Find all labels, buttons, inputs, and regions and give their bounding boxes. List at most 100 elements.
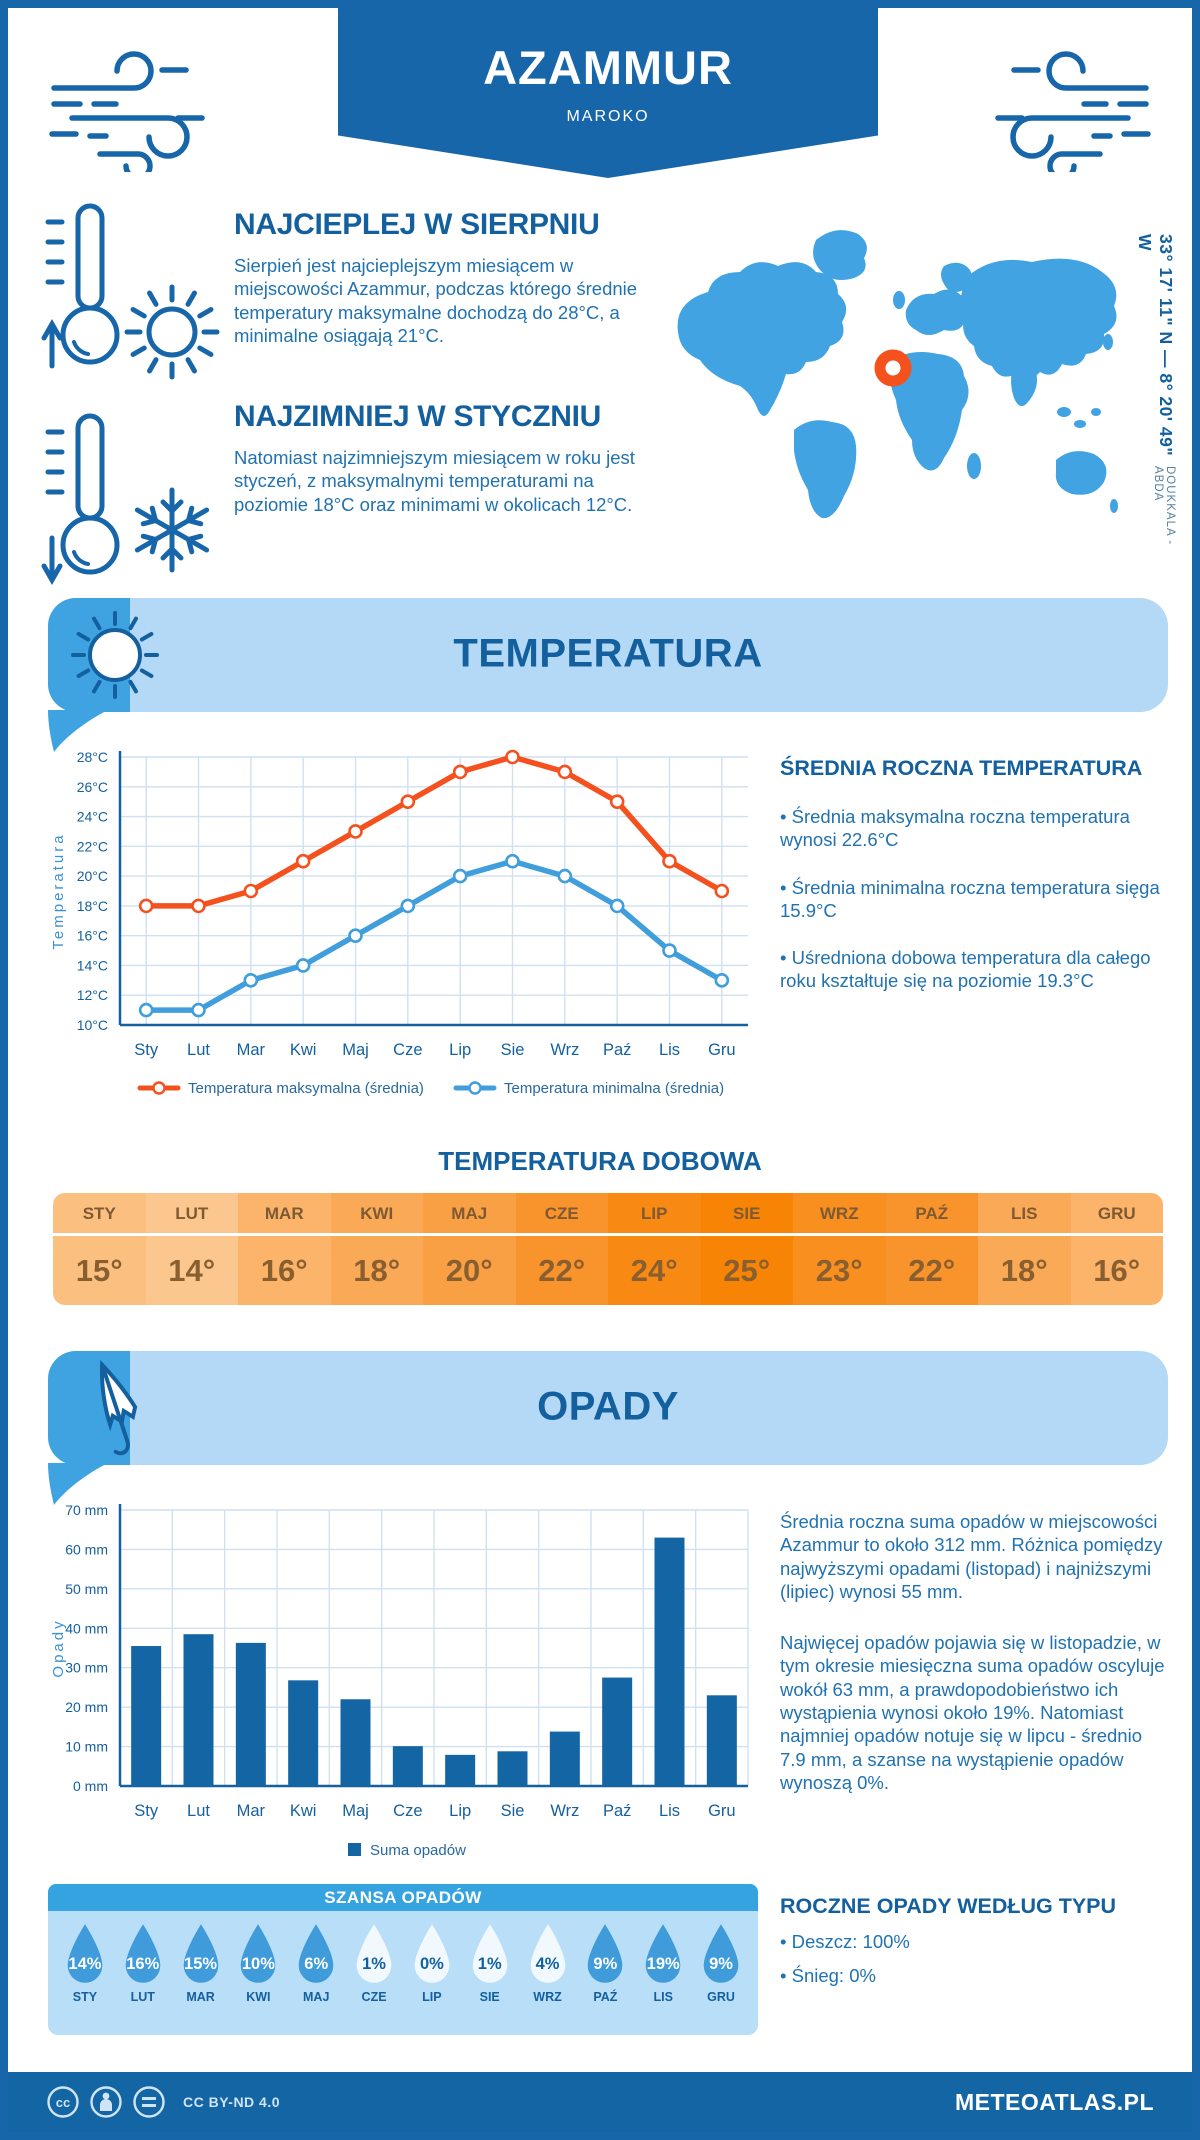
daily-month-label: PAŹ	[915, 1204, 949, 1223]
svg-text:Kwi: Kwi	[290, 1802, 317, 1820]
chance-drop-item: 9% GRU	[692, 1922, 750, 2029]
chance-month-label: LIP	[422, 1990, 442, 2004]
sun-icon	[71, 611, 159, 699]
daily-temp-value: 20°	[423, 1233, 516, 1305]
daily-temp-cell: SIE 25°	[700, 1193, 793, 1305]
chance-heading: SZANSA OPADÓW	[48, 1884, 758, 1911]
chance-value: 19%	[646, 1955, 680, 1973]
warmest-highlight: NAJCIEPLEJ W SIERPNIU Sierpień jest najc…	[234, 208, 666, 347]
daily-temp-value: 22°	[885, 1233, 978, 1305]
snowflake-icon	[134, 487, 210, 573]
svg-text:Temperatura minimalna (średnia: Temperatura minimalna (średnia)	[504, 1080, 724, 1097]
daily-month-label: LIP	[641, 1204, 668, 1223]
svg-text:Lip: Lip	[449, 1041, 471, 1059]
svg-text:Wrz: Wrz	[550, 1802, 579, 1820]
wind-icon	[49, 51, 205, 172]
chance-month-label: SIE	[479, 1990, 500, 2004]
annual-temperature-heading: ŚREDNIA ROCZNA TEMPERATURA	[780, 756, 1143, 780]
daily-temp-cell: LIS 18°	[978, 1193, 1071, 1305]
daily-temp-cell: KWI 18°	[330, 1193, 423, 1305]
svg-text:Maj: Maj	[342, 1041, 369, 1059]
daily-month-label: SIE	[733, 1204, 761, 1223]
chance-month-label: MAR	[186, 1990, 215, 2004]
svg-text:0 mm: 0 mm	[73, 1778, 108, 1794]
temperature-banner-title: TEMPERATURA	[453, 631, 763, 676]
daily-month-label: STY	[82, 1204, 116, 1223]
chance-drop-item: 16% LUT	[114, 1922, 172, 2029]
daily-temperature-heading: TEMPERATURA DOBOWA	[438, 1146, 762, 1176]
coldest-icons	[38, 406, 238, 606]
raindrop-icon: 14%	[61, 1922, 109, 1986]
svg-text:cc: cc	[56, 2095, 70, 2110]
svg-text:Opady: Opady	[50, 1618, 67, 1677]
daily-month-label: WRZ	[819, 1204, 859, 1223]
precipitation-paragraph: Najwięcej opadów pojawia się w listopadz…	[780, 1632, 1165, 1793]
page-subtitle: MAROKO	[566, 108, 650, 125]
svg-text:16°C: 16°C	[77, 928, 108, 944]
map-coordinates: 33° 17' 11" N — 8° 20' 49" W DOUKKALA - …	[1134, 234, 1176, 574]
license-label: CC BY-ND 4.0	[183, 2094, 281, 2110]
daily-temp-cell: LIP 24°	[608, 1193, 701, 1305]
page-title: AZAMMUR	[483, 41, 733, 94]
coldest-heading: NAJZIMNIEJ W STYCZNIU	[234, 400, 602, 433]
svg-text:10°C: 10°C	[77, 1017, 108, 1033]
svg-text:Maj: Maj	[342, 1802, 369, 1820]
chance-drop-item: 9% PAŹ	[576, 1922, 634, 2029]
raindrop-icon: 1%	[350, 1922, 398, 1986]
chance-value: 15%	[184, 1955, 218, 1973]
temperature-chart: 10°C 12°C 14°C 16°C 18°C 20°C 22°C 24°C 26°C 28°C…	[48, 741, 758, 1108]
daily-temp-cell: MAJ 20°	[423, 1193, 516, 1305]
chance-drop-item: 0% LIP	[403, 1922, 461, 2029]
daily-temp-cell: LUT 14°	[145, 1193, 238, 1305]
svg-text:50 mm: 50 mm	[65, 1581, 108, 1597]
svg-text:22°C: 22°C	[77, 838, 108, 854]
raindrop-icon: 0%	[408, 1922, 456, 1986]
thermometer-up-icon	[41, 203, 120, 369]
chance-month-label: LIS	[653, 1990, 673, 2004]
daily-temp-value: 14°	[145, 1233, 238, 1305]
chance-month-label: MAJ	[303, 1990, 330, 2004]
chance-value: 9%	[709, 1955, 733, 1973]
wind-icon	[995, 51, 1151, 172]
svg-text:Suma opadów: Suma opadów	[370, 1842, 466, 1859]
daily-temp-cell: GRU 16°	[1070, 1193, 1163, 1305]
chance-value: 16%	[126, 1955, 160, 1973]
precipitation-chance: SZANSA OPADÓW 14% STY 16% LUT 15% MAR 10% KWI 6%…	[48, 1884, 758, 2035]
chance-value: 1%	[362, 1955, 386, 1973]
svg-text:20°C: 20°C	[77, 868, 108, 884]
world-map	[677, 230, 1118, 519]
precipitation-bar-chart: 0 mm 10 mm 20 mm 30 mm 40 mm 50 mm 60 mm 70 mm S…	[50, 1502, 749, 1859]
annual-bullet: • Średnia minimalna roczna temperatura s…	[780, 876, 1160, 921]
precipitation-paragraph: Średnia roczna suma opadów w miejscowośc…	[780, 1511, 1163, 1602]
svg-text:Paź: Paź	[603, 1041, 631, 1059]
precipitation-chart: 0 mm 10 mm 20 mm 30 mm 40 mm 50 mm 60 mm 70 mm S…	[48, 1494, 758, 1871]
svg-text:Sie: Sie	[501, 1802, 525, 1820]
footer: cc CC BY-ND 4.0 METEOATLAS.PL	[8, 2072, 1192, 2132]
chance-month-label: PAŹ	[593, 1990, 618, 2004]
svg-text:Gru: Gru	[708, 1041, 736, 1059]
chance-month-label: KWI	[246, 1990, 271, 2004]
chance-month-label: GRU	[707, 1990, 735, 2004]
svg-text:Sie: Sie	[501, 1041, 525, 1059]
raindrop-icon: 16%	[119, 1922, 167, 1986]
daily-temp-value: 18°	[330, 1233, 423, 1305]
svg-text:Lip: Lip	[449, 1802, 471, 1820]
license-icons: cc CC BY-ND 4.0	[46, 2085, 280, 2119]
cc-icon: cc	[47, 2086, 79, 2118]
annual-bullet: • Uśredniona dobowa temperatura dla całe…	[780, 947, 1151, 992]
chance-drop-item: 15% MAR	[172, 1922, 230, 2029]
chance-drop-item: 6% MAJ	[287, 1922, 345, 2029]
location-marker	[874, 349, 912, 387]
types-heading: ROCZNE OPADY WEDŁUG TYPU	[780, 1894, 1117, 1918]
daily-month-label: MAR	[264, 1204, 304, 1223]
chance-month-label: WRZ	[533, 1990, 562, 2004]
svg-text:Kwi: Kwi	[290, 1041, 317, 1059]
coldest-highlight: NAJZIMNIEJ W STYCZNIU Natomiast najzimni…	[234, 400, 666, 516]
raindrop-icon: 19%	[639, 1922, 687, 1986]
attribution-icon	[90, 2086, 122, 2118]
chance-value: 10%	[241, 1955, 275, 1973]
daily-month-label: CZE	[544, 1204, 579, 1223]
daily-month-label: LIS	[1011, 1204, 1038, 1223]
chance-value: 9%	[593, 1955, 618, 1973]
warmest-heading: NAJCIEPLEJ W SIERPNIU	[234, 208, 600, 241]
